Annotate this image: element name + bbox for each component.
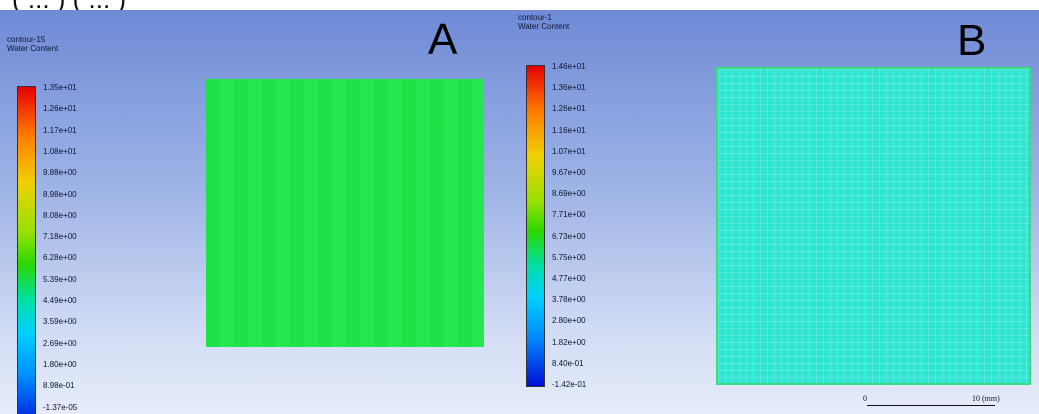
scale-bar-end-label: 10 (mm) — [972, 394, 1000, 403]
panel-b-variable-name: Water Content — [518, 22, 570, 31]
panel-b-colorbar-tick-label: 3.78e+00 — [552, 295, 586, 305]
panel-b: contour-1 Water Content B 1.46e+01 1.36e+… — [516, 10, 1039, 414]
panel-b-title: contour-1 Water Content — [518, 13, 569, 31]
panel-a-colorbar-tick-label: 2.69e+00 — [43, 338, 77, 348]
panel-a-contour-field — [206, 79, 484, 347]
panel-b-contour-name: contour-1 — [518, 13, 552, 22]
panel-a-colorbar — [17, 86, 36, 414]
panel-b-colorbar-tick-label: -1.42e-01 — [552, 380, 587, 389]
panel-b-colorbar-tick-label: 7.71e+00 — [552, 210, 586, 220]
panel-a-colorbar-tick-label: 5.39e+00 — [43, 274, 77, 284]
panel-a-colorbar-tick-label: 1.17e+01 — [43, 125, 77, 135]
panel-b-colorbar-tick-label: 1.07e+01 — [552, 146, 586, 156]
panel-b-colorbar-tick-label: 2.80e+00 — [552, 316, 586, 326]
panel-b-colorbar-tick-label: 1.82e+00 — [552, 337, 586, 347]
panel-a-colorbar-tick-label: 1.80e+00 — [43, 359, 77, 369]
panel-b-letter: B — [957, 16, 987, 65]
panel-b-colorbar-tick-label: 6.73e+00 — [552, 231, 586, 241]
panel-a-colorbar-tick-label: 8.98e-01 — [43, 381, 75, 391]
scale-bar-line — [867, 405, 995, 406]
panel-a-contour-name: contour-15 — [7, 35, 46, 44]
scale-bar-start-label: 0 — [863, 394, 867, 403]
panel-b-contour-field — [716, 67, 1031, 385]
panel-a-colorbar-tick-label: 1.08e+01 — [43, 146, 77, 156]
panel-a-colorbar-tick-label: 3.59e+00 — [43, 317, 77, 327]
panel-a-colorbar-tick-label: 1.35e+01 — [43, 83, 77, 92]
panel-a-colorbar-tick-label: 6.28e+00 — [43, 253, 77, 263]
panel-a-colorbar-tick-label: 1.26e+01 — [43, 104, 77, 114]
panel-b-colorbar-tick-label: 1.16e+01 — [552, 125, 586, 135]
panel-a-colorbar-tick-label: -1.37e-05 — [43, 402, 78, 412]
panel-a-colorbar-tick-label: 8.08e+00 — [43, 210, 77, 220]
panel-a-title: contour-15 Water Content — [7, 35, 58, 53]
panel-b-colorbar — [526, 65, 545, 387]
panel-a-colorbar-tick-label: 4.49e+00 — [43, 296, 77, 305]
clipped-caption-strip: ( ... ) ( ... ) — [0, 0, 1039, 10]
panel-b-colorbar-tick-label: 1.26e+01 — [552, 104, 586, 114]
panel-b-colorbar-tick-label: 8.40e-01 — [552, 358, 584, 368]
panel-b-colorbar-tick-label: 5.75e+00 — [552, 252, 586, 262]
panel-b-colorbar-tick-label: 4.77e+00 — [552, 274, 586, 283]
panel-a-colorbar-tick-label: 9.88e+00 — [43, 168, 77, 178]
panel-b-colorbar-tick-label: 9.67e+00 — [552, 168, 586, 177]
clipped-caption-text: ( ... ) ( ... ) — [12, 0, 126, 10]
panel-b-colorbar-tick-label: 1.36e+01 — [552, 83, 586, 93]
panel-a-colorbar-tick-label: 7.18e+00 — [43, 232, 77, 242]
panel-b-colorbar-tick-label: 1.46e+01 — [552, 62, 586, 71]
panel-a: contour-15 Water Content A 1.35e+01 1.26e… — [0, 10, 516, 414]
panel-a-letter: A — [428, 15, 458, 64]
panel-b-colorbar-tick-label: 8.69e+00 — [552, 189, 586, 199]
panel-a-colorbar-tick-label: 8.98e+00 — [43, 189, 77, 199]
panel-a-variable-name: Water Content — [7, 44, 59, 53]
scale-bar: 0 10 (mm) — [863, 394, 1008, 408]
